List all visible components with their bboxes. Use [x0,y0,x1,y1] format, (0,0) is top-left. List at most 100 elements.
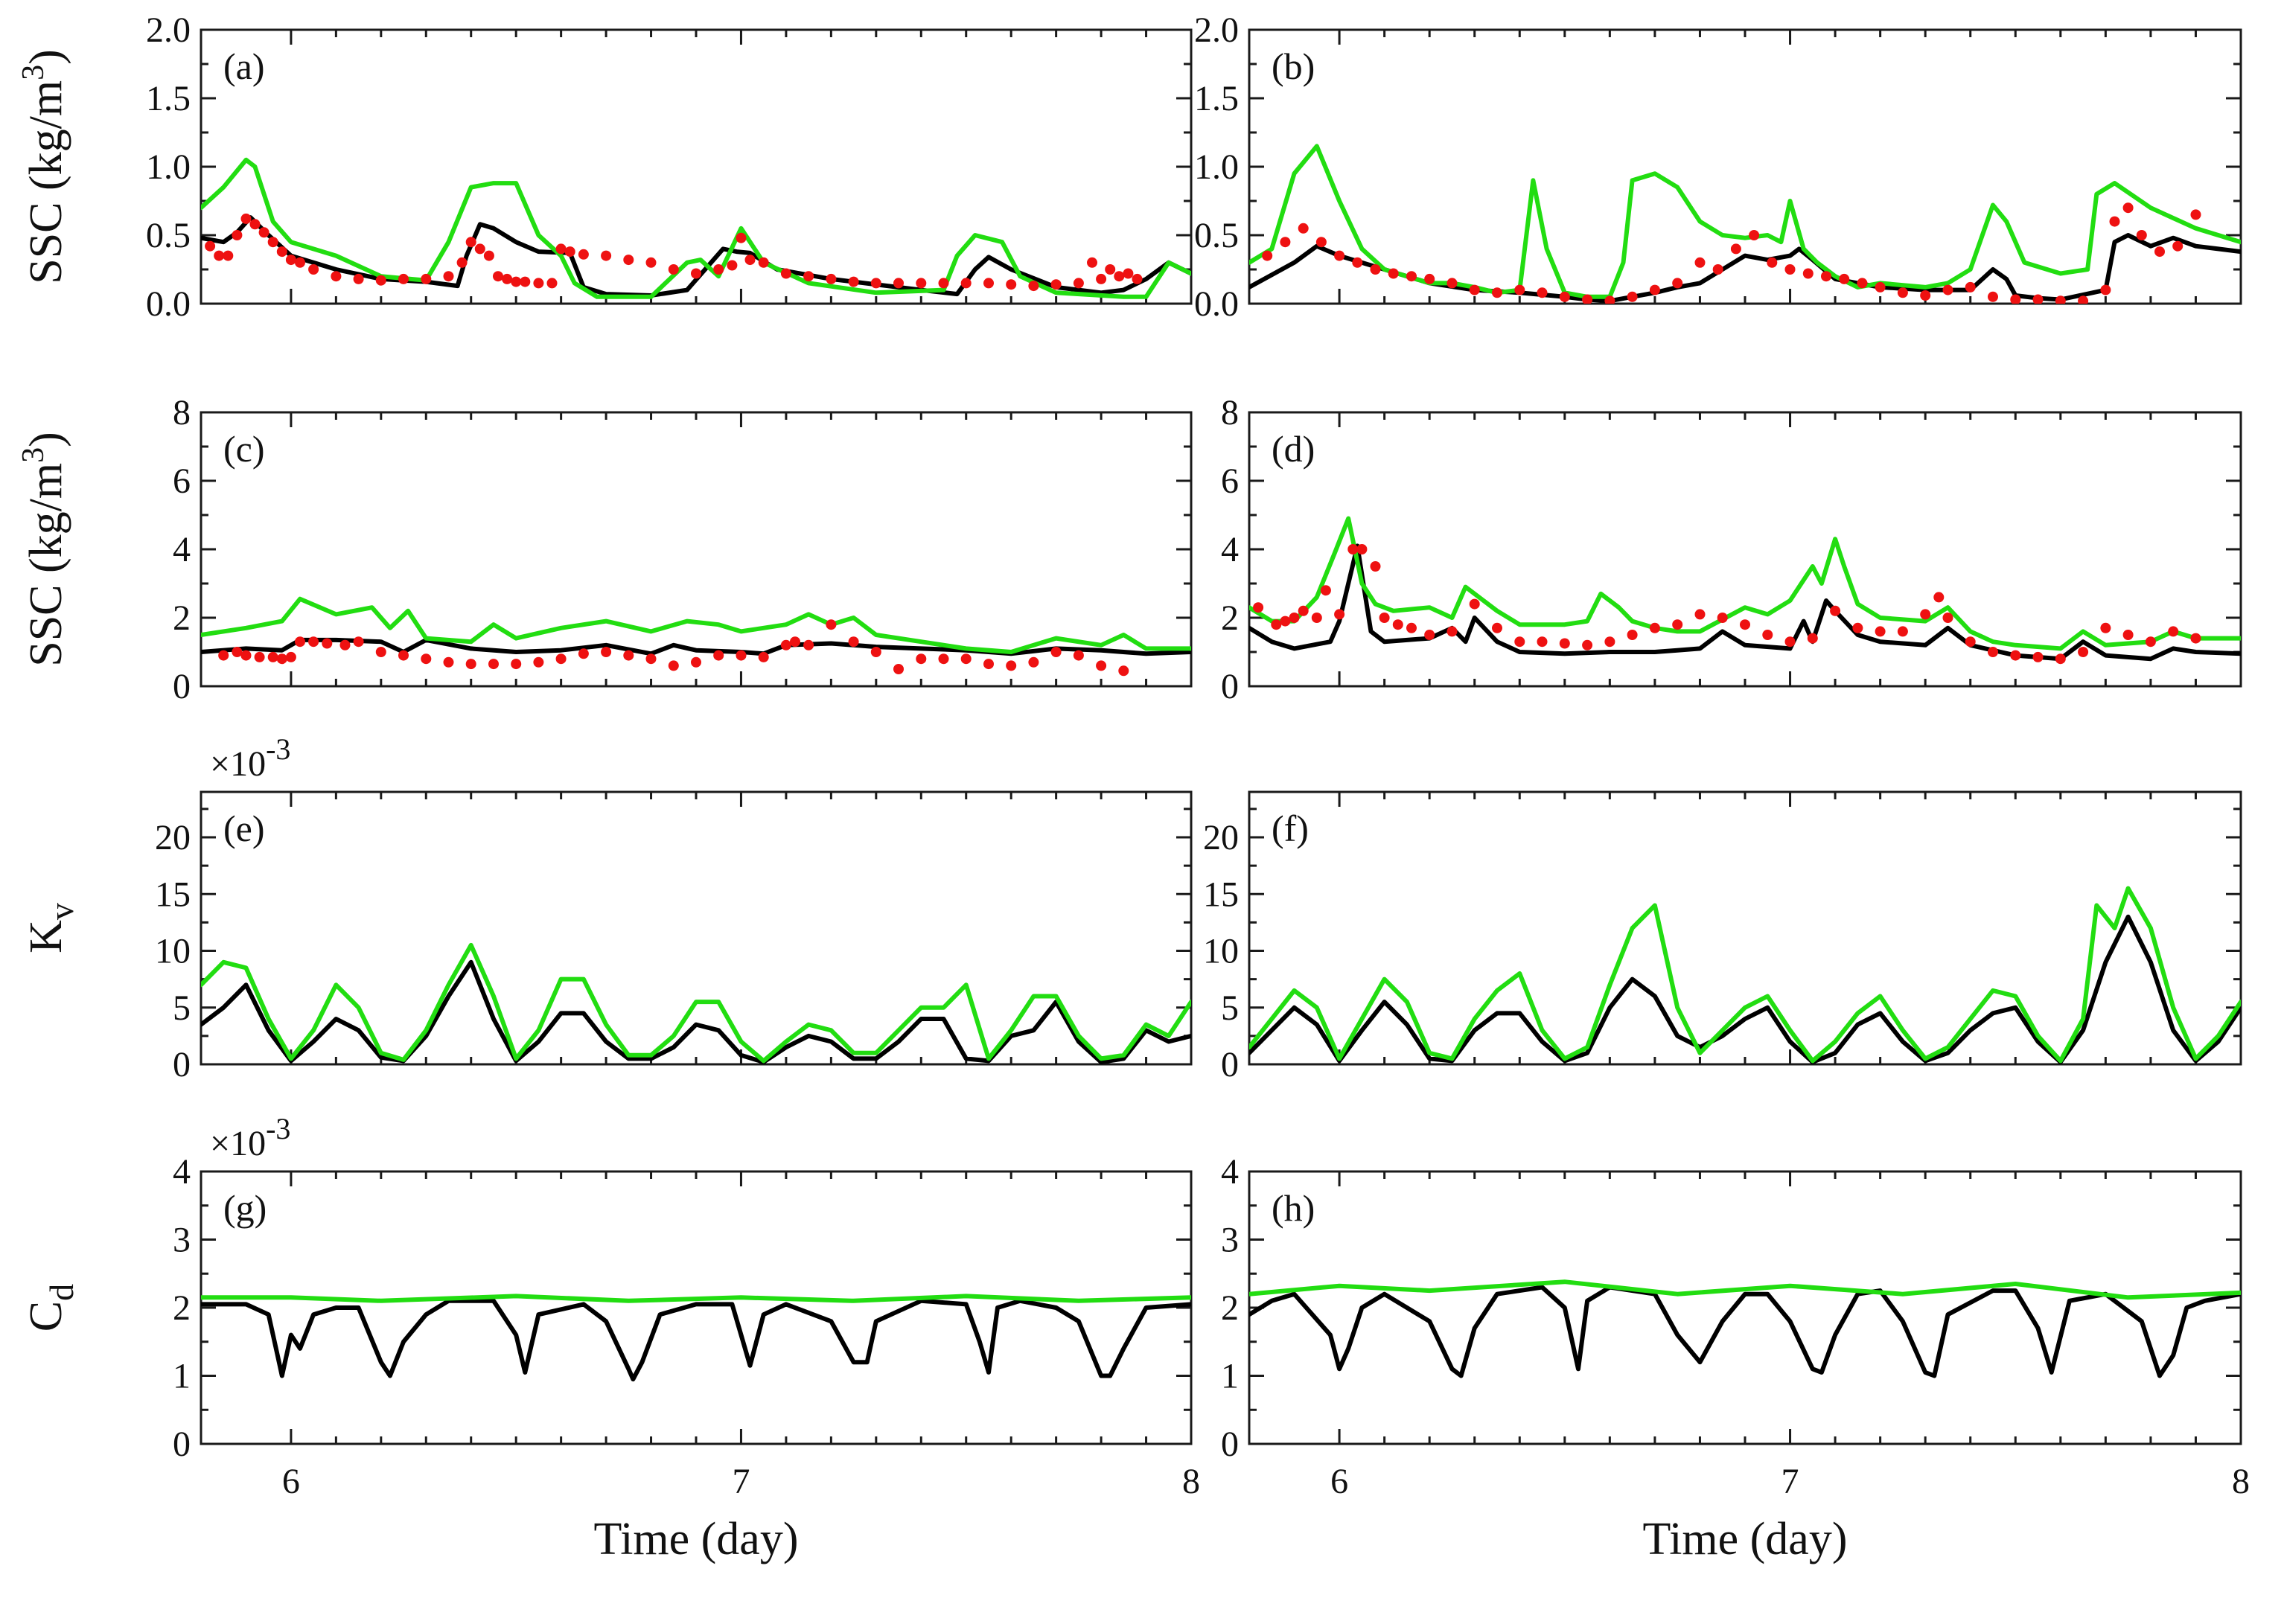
observed-point [578,648,589,659]
observed-point [1356,544,1368,554]
y-tick-label: 20 [155,818,191,857]
observed-point [1406,622,1417,633]
observed-point [1740,619,1750,630]
observed-point [1406,271,1417,282]
observed-point [601,647,612,657]
observed-point [790,636,800,648]
observed-point [465,237,476,248]
observed-point [1298,605,1309,616]
observed-point [511,276,522,287]
observed-point [1627,291,1638,302]
observed-point [1028,281,1039,292]
observed-point [375,647,386,657]
exponent-label: ×10-3 [210,732,290,784]
observed-point [564,246,575,258]
observed-point [421,273,432,284]
observed-point [232,647,243,657]
observed-point [960,653,972,665]
observed-point [1392,619,1403,630]
observed-point [1807,633,1818,644]
observed-point [1073,278,1084,289]
panel-e: 0 5 10 15 20 Kv ×10-3 (e) [21,732,1193,1084]
panel-b: 0.0 0.5 1.0 1.5 2.0 (b) [1194,10,2242,324]
observed-point [2190,633,2201,644]
panel-h: 0 1 2 3 4 6 7 8 Time (day) (h) [1221,1152,2250,1564]
observed-point [1604,295,1615,304]
observed-point [1965,636,1976,648]
observed-point [465,659,476,670]
plot-area [201,1294,1191,1382]
observed-point [223,250,234,261]
observed-point [727,260,738,271]
plot-frame [1248,28,2242,305]
y-tick-label: 2.0 [146,10,191,50]
observed-point [308,264,319,275]
observed-point [483,250,494,261]
observed-point [267,237,278,248]
observed-point [493,271,503,282]
observed-point [1988,291,1998,302]
observed-point [1370,264,1381,275]
observed-point [2100,284,2111,295]
observed-point [736,650,747,661]
x-tick-label: 8 [2232,1462,2250,1501]
observed-point [691,268,701,279]
observed-point [848,636,859,648]
y-axis-label: Cd [21,1284,80,1332]
panel-label: (a) [223,45,265,87]
observed-point [398,650,409,661]
observed-point [1672,278,1683,289]
observed-point [1469,284,1480,295]
y-tick-label: 4 [1221,530,1239,569]
y-axis-label: Kv [21,903,80,953]
plot-area [201,942,1191,1064]
observed-point [2078,295,2089,304]
plot-area [1249,886,2241,1064]
y-tick-label: 0 [173,1425,191,1464]
y-tick-label: 1.0 [146,147,191,187]
observed-point [2032,294,2044,304]
observed-point [276,246,287,258]
observed-point [1897,626,1908,637]
observed-point [826,273,837,284]
observed-point [1839,273,1850,284]
observed-point [295,257,305,268]
y-axis-label: SSC (kg/m3) [16,49,71,284]
y-tick-label: 0.5 [146,216,191,255]
observed-point [893,664,904,674]
observed-point [1784,636,1796,648]
series-line-green [1249,144,2241,299]
observed-point [713,264,724,275]
x-tick-label: 7 [1781,1462,1799,1501]
observed-point [1897,287,1908,298]
y-tick-label: 10 [1203,932,1239,971]
plot-area [1249,144,2241,304]
y-tick-label: 0 [1221,1045,1239,1084]
y-tick-label: 15 [1203,875,1239,914]
observed-point [1821,271,1831,282]
plot-frame [1248,1170,2242,1445]
observed-point [1006,279,1017,290]
x-tick-label: 6 [282,1462,300,1501]
x-tick-label: 6 [1330,1462,1348,1501]
series-line-black [1249,914,2241,1064]
panel-label: (b) [1272,45,1315,87]
observed-point [1123,268,1134,279]
observed-point [1537,636,1548,648]
observed-point [1649,622,1660,633]
y-tick-label: 1 [173,1357,191,1396]
observed-point [1087,257,1097,268]
observed-point [848,276,859,287]
series-line-green [1249,1279,2241,1300]
observed-point [1582,294,1593,304]
observed-point [322,638,333,649]
y-tick-label: 2 [173,1288,191,1328]
observed-point [2010,294,2021,304]
observed-point [1694,609,1706,620]
panel-label: (g) [223,1187,267,1229]
observed-point [218,650,229,661]
observed-point [1604,636,1615,648]
observed-point [2100,622,2111,633]
observed-point [1050,279,1062,290]
observed-point [1830,605,1841,616]
